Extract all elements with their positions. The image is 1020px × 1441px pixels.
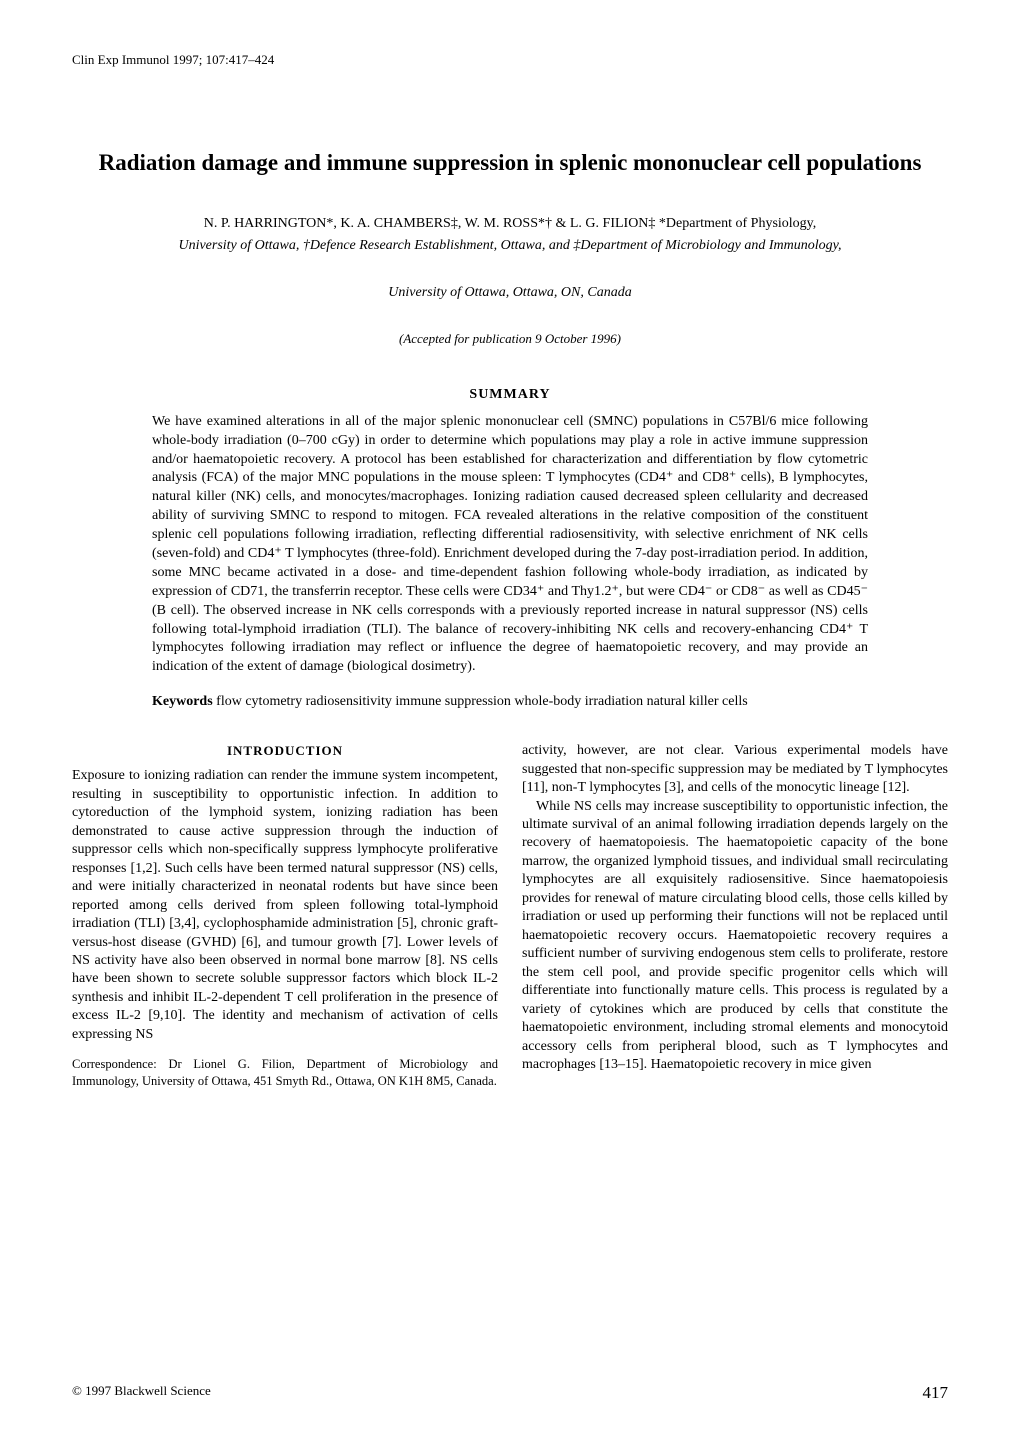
affiliations-line1: University of Ottawa, †Defence Research …: [72, 236, 948, 256]
affiliations-line2: University of Ottawa, Ottawa, ON, Canada: [72, 283, 948, 303]
authors-line: N. P. HARRINGTON*, K. A. CHAMBERS‡, W. M…: [72, 214, 948, 234]
right-column: activity, however, are not clear. Variou…: [522, 742, 948, 1089]
copyright-text: © 1997 Blackwell Science: [72, 1383, 211, 1403]
keywords-block: Keywords flow cytometry radiosensitivity…: [152, 693, 868, 712]
intro-paragraph-1: Exposure to ionizing radiation can rende…: [72, 767, 498, 1044]
accepted-date: (Accepted for publication 9 October 1996…: [72, 331, 948, 347]
two-column-body: INTRODUCTION Exposure to ionizing radiat…: [72, 742, 948, 1089]
col2-paragraph-2: While NS cells may increase susceptibili…: [522, 798, 948, 1075]
left-column: INTRODUCTION Exposure to ionizing radiat…: [72, 742, 498, 1089]
article-title: Radiation damage and immune suppression …: [72, 150, 948, 176]
page-footer: © 1997 Blackwell Science 417: [72, 1383, 948, 1403]
summary-heading: SUMMARY: [72, 387, 948, 403]
correspondence-footnote: Correspondence: Dr Lionel G. Filion, Dep…: [72, 1056, 498, 1089]
keywords-text: flow cytometry radiosensitivity immune s…: [213, 694, 748, 709]
abstract-text: We have examined alterations in all of t…: [152, 413, 868, 677]
page-number: 417: [923, 1383, 949, 1403]
journal-header: Clin Exp Immunol 1997; 107:417–424: [72, 52, 948, 68]
col2-paragraph-1: activity, however, are not clear. Variou…: [522, 742, 948, 797]
keywords-label: Keywords: [152, 694, 213, 709]
introduction-heading: INTRODUCTION: [72, 742, 498, 759]
